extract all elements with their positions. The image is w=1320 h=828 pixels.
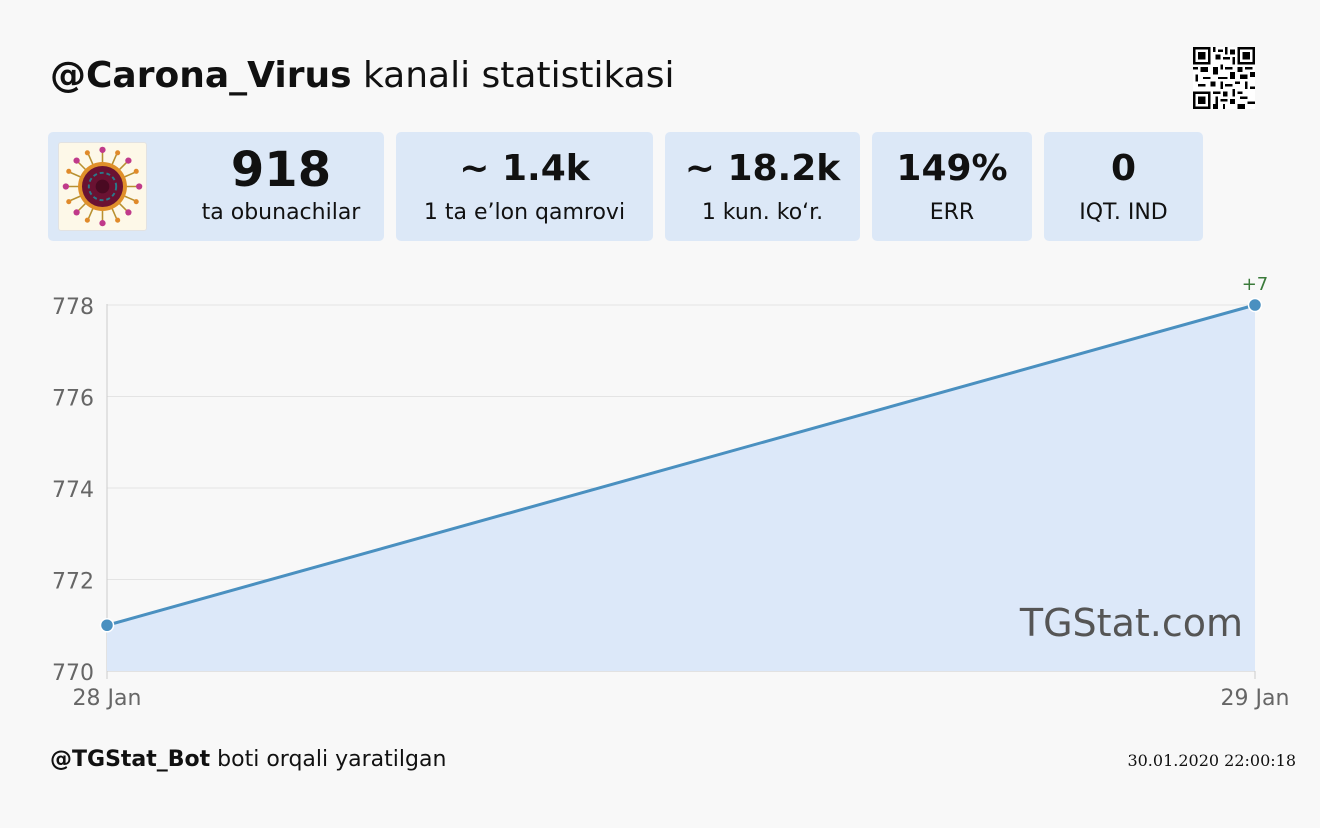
footer-credit: @TGStat_Bot boti orqali yaratilgan xyxy=(50,745,446,775)
stat-card-subscribers: 918 ta obunachilar xyxy=(48,132,384,241)
x-tick-label: 28 Jan xyxy=(73,686,142,711)
watermark: TGStat.com xyxy=(1019,601,1243,645)
data-point xyxy=(1247,297,1263,313)
page-title: @Carona_Virus kanali statistikasi xyxy=(50,50,675,102)
subscriber-count: 918 xyxy=(230,142,332,198)
title-suffix: kanali statistikasi xyxy=(351,55,675,96)
stat-card-citation-index: 0 IQT. IND xyxy=(1044,132,1203,241)
stat-card-reach: ~ 1.4k 1 ta e’lon qamrovi xyxy=(396,132,653,241)
data-points xyxy=(99,297,1263,633)
stat-card-err: 149% ERR xyxy=(872,132,1032,241)
citation-index-value: 0 xyxy=(1110,148,1137,189)
qr-code-icon xyxy=(1193,47,1255,109)
daily-views-label: 1 kun. ko‘r. xyxy=(701,200,824,225)
y-tick-label: 770 xyxy=(52,661,94,686)
reach-value: ~ 1.4k xyxy=(459,148,590,189)
channel-name: @Carona_Virus xyxy=(50,55,352,96)
err-value: 149% xyxy=(896,148,1008,189)
citation-index-label: IQT. IND xyxy=(1079,200,1168,225)
area-fill xyxy=(107,305,1255,671)
subscriber-label: ta obunachilar xyxy=(201,200,361,225)
y-tick-labels: 770 772 774 776 778 xyxy=(52,295,94,686)
x-tick-labels: 28 Jan 29 Jan xyxy=(73,671,1290,711)
y-tick-label: 776 xyxy=(52,387,94,412)
stat-card-daily-views: ~ 18.2k 1 kun. ko‘r. xyxy=(665,132,860,241)
y-tick-label: 772 xyxy=(52,570,94,595)
y-tick-label: 778 xyxy=(52,295,94,320)
footer-text: boti orqali yaratilgan xyxy=(210,747,447,772)
daily-views-value: ~ 18.2k xyxy=(684,148,841,189)
x-tick-label: 29 Jan xyxy=(1221,686,1290,711)
series-line xyxy=(106,303,1256,627)
bot-link[interactable]: @TGStat_Bot xyxy=(50,747,211,772)
y-tick-label: 774 xyxy=(52,478,94,503)
subscriber-chart: 770 772 774 776 778 28 Jan 29 Jan +7 TGStat.c… xyxy=(52,274,1290,711)
reach-label: 1 ta e’lon qamrovi xyxy=(423,200,626,225)
timestamp: 30.01.2020 22:00:18 xyxy=(1127,751,1296,770)
data-point xyxy=(99,618,115,633)
err-label: ERR xyxy=(929,200,975,225)
virus-avatar-icon xyxy=(58,142,147,231)
change-annotation: +7 xyxy=(1242,274,1269,295)
